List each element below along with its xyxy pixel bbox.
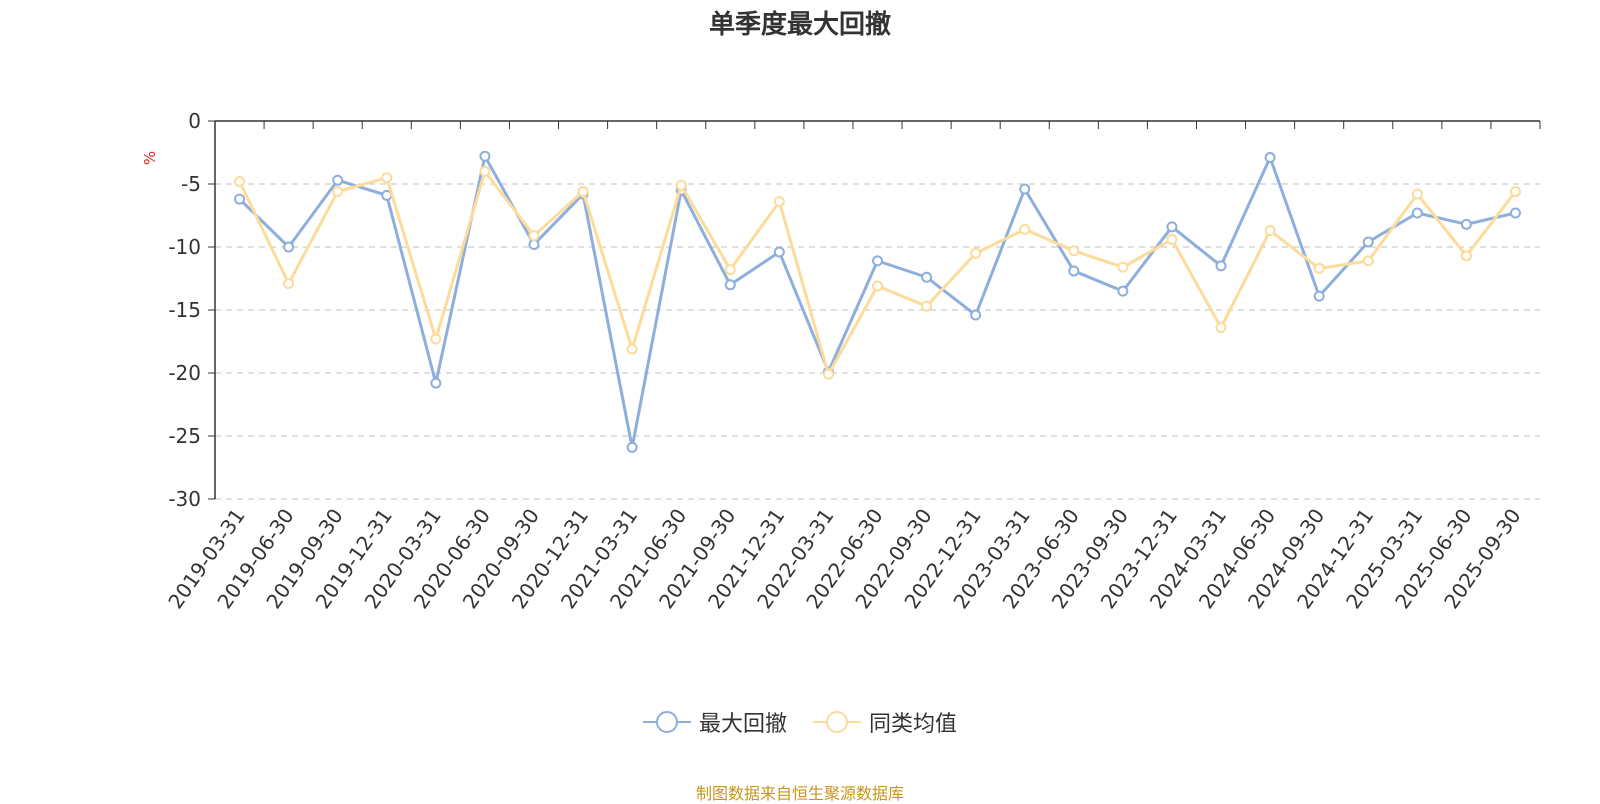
y-tick-labels: 0 -5 -10 -15 -20 -25 -30: [168, 109, 201, 511]
series-1-point-22: [1313, 290, 1325, 302]
y-tick-label-3: -15: [168, 298, 201, 322]
series-2-point-7: [577, 186, 589, 198]
series-1-point-26: [1509, 207, 1521, 219]
series-2-point-20: [1215, 322, 1227, 334]
series-line-1: [238, 154, 1516, 449]
series-1-point-13: [872, 255, 883, 267]
y-tick-label-4: -20: [168, 361, 201, 385]
series-2-point-0: [234, 175, 246, 187]
y-tick-label-6: -30: [168, 487, 201, 511]
legend-label-series-2: 同类均值: [869, 712, 958, 737]
axes: [208, 120, 1541, 500]
y-tick-label-1: -5: [181, 172, 201, 196]
legend-label-series-1: 最大回撤: [698, 712, 787, 737]
series-2-point-2: [332, 186, 344, 198]
legend-item-series-1[interactable]: 最大回撤: [642, 706, 787, 738]
legend-marker-series-2: [813, 711, 861, 733]
series-2-point-9: [675, 179, 687, 191]
series-1-point-21: [1264, 152, 1276, 164]
series-2-point-17: [1068, 245, 1080, 257]
series-2-point-6: [528, 230, 540, 242]
series-2-point-4: [430, 333, 442, 345]
source-note: 制图数据来自恒生聚源数据库: [695, 784, 904, 803]
series-2-point-15: [970, 247, 982, 259]
series-2-point-25: [1460, 250, 1472, 262]
series-line-2: [238, 169, 1517, 376]
series-1-point-15: [970, 309, 982, 321]
series-1-point-18: [1117, 285, 1129, 297]
series-lines: [234, 150, 1521, 453]
series-2-point-5: [479, 165, 491, 177]
series-1-point-14: [921, 271, 933, 283]
chart-title: 单季度最大回撤: [708, 10, 891, 40]
series-1-point-8: [626, 441, 638, 453]
series-1-point-19: [1166, 221, 1178, 233]
series-2-point-16: [1019, 223, 1031, 235]
series-2-point-8: [626, 343, 638, 355]
y-tick-label-5: -25: [168, 424, 201, 448]
series-1-point-25: [1460, 218, 1472, 230]
series-1-point-11: [773, 246, 785, 258]
series-1-point-4: [430, 377, 442, 389]
series-2-point-19: [1166, 233, 1178, 245]
series-2-point-22: [1313, 262, 1325, 274]
series-2-point-14: [921, 300, 933, 312]
series-2-point-13: [872, 280, 883, 292]
series-1-point-24: [1411, 207, 1423, 219]
series-1-point-1: [283, 241, 295, 253]
series-2-point-3: [381, 172, 393, 184]
series-1-point-16: [1019, 183, 1031, 195]
series-1-point-17: [1068, 265, 1080, 277]
series-2-point-24: [1411, 188, 1423, 200]
series-2-point-10: [724, 264, 736, 276]
legend-item-series-2[interactable]: 同类均值: [813, 706, 957, 738]
series-1-point-6: [528, 238, 540, 250]
series-2-point-18: [1117, 261, 1129, 273]
grid-lines: [215, 183, 1540, 500]
series-2-point-21: [1264, 225, 1276, 237]
series-2-point-11: [773, 196, 785, 208]
series-2-point-1: [283, 278, 295, 290]
legend: 最大回撤 同类均值: [0, 706, 1600, 738]
x-tick-labels: 2019-03-312019-06-302019-09-302019-12-31…: [163, 504, 1525, 613]
y-axis-unit-label: %: [141, 151, 159, 165]
series-1-point-2: [332, 174, 344, 186]
series-2-point-12: [822, 368, 834, 380]
series-2-point-26: [1509, 186, 1521, 198]
y-tick-label-2: -10: [168, 235, 201, 259]
series-1-point-23: [1362, 236, 1374, 248]
series-1-point-5: [479, 150, 491, 162]
legend-marker-series-1: [642, 711, 691, 733]
series-2-point-23: [1362, 255, 1374, 267]
series-1-point-20: [1215, 260, 1227, 272]
y-tick-label-0: 0: [188, 109, 201, 133]
series-1-point-0: [234, 193, 246, 205]
series-1-point-10: [724, 279, 736, 291]
